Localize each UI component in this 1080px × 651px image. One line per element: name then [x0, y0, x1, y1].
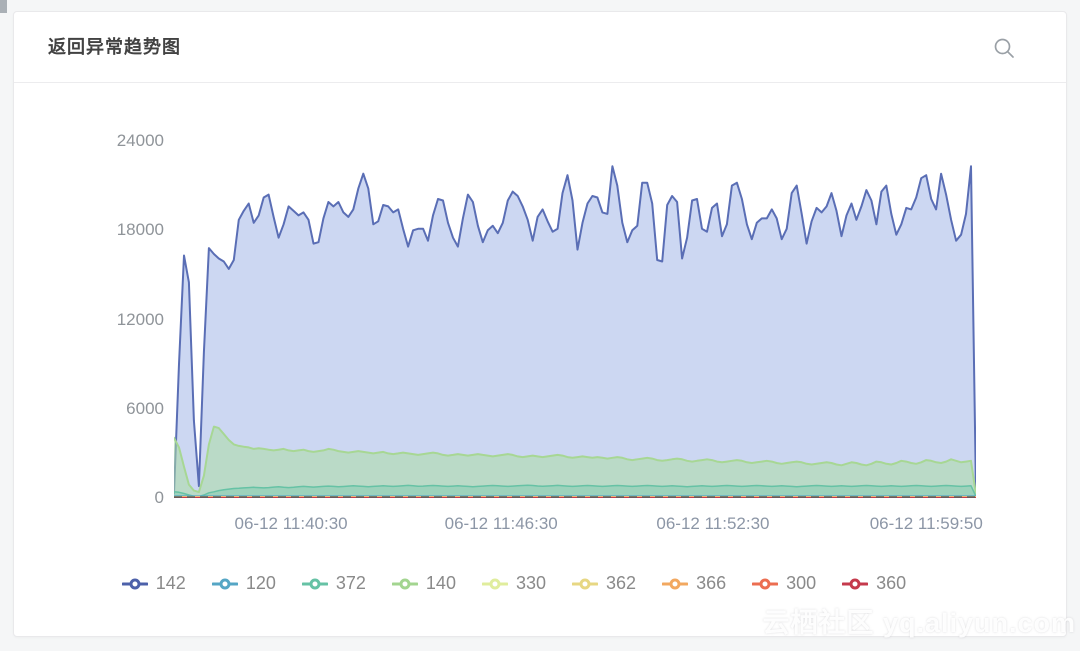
legend-marker-icon	[121, 578, 148, 589]
series-area-142	[174, 166, 976, 499]
series-line-372	[173, 484, 977, 498]
legend-marker-icon	[662, 578, 689, 589]
series-line-142	[173, 165, 977, 495]
x-tick-label: 06-12 11:59:50	[869, 514, 983, 533]
panel-title: 返回异常趋势图	[48, 37, 181, 57]
legend-item-330[interactable]: 330	[481, 573, 547, 594]
legend-label: 120	[245, 573, 276, 593]
legend-item-140[interactable]: 140	[391, 573, 456, 594]
chart-legend: 142 120 372 140 330 362 366 300 360	[94, 573, 934, 594]
legend-item-362[interactable]: 362	[572, 573, 636, 594]
y-tick-label: 0	[154, 488, 164, 507]
legend-marker-icon	[391, 578, 418, 589]
legend-marker-icon	[752, 578, 779, 589]
legend-marker-icon	[481, 578, 508, 589]
legend-item-360[interactable]: 360	[842, 573, 906, 594]
x-tick-label: 06-12 11:52:30	[656, 514, 770, 533]
screenshot-corner-artifact	[0, 0, 7, 13]
watermark: 云栖社区 yq.aliyun.com	[762, 608, 1076, 638]
legend-marker-icon	[842, 578, 869, 589]
legend-item-300[interactable]: 300	[752, 573, 816, 594]
legend-label: 330	[515, 573, 547, 593]
legend-label: 140	[425, 573, 456, 593]
legend-item-366[interactable]: 366	[662, 573, 726, 594]
chart-plot-area[interactable]	[173, 141, 977, 499]
series-area-372	[174, 485, 976, 498]
x-tick-label: 06-12 11:46:30	[444, 514, 558, 533]
panel-header: 返回异常趋势图	[14, 12, 1066, 83]
y-tick-label: 6000	[126, 398, 164, 418]
legend-item-372[interactable]: 372	[301, 573, 366, 594]
legend-label: 366	[696, 573, 727, 593]
legend-marker-icon	[301, 578, 328, 589]
legend-marker-icon	[211, 578, 238, 589]
legend-label: 362	[606, 573, 637, 593]
series-line-140	[173, 425, 977, 496]
legend-item-142[interactable]: 142	[121, 573, 186, 594]
legend-label: 360	[876, 573, 907, 593]
legend-label: 142	[155, 573, 186, 593]
trend-chart-panel: 返回异常趋势图 24000 18000 12000 6000 0 06-12 11:40…	[13, 11, 1067, 637]
search-icon[interactable]	[992, 36, 1016, 60]
y-tick-label: 12000	[116, 309, 164, 329]
x-tick-label: 06-12 11:40:30	[234, 514, 348, 533]
series-area-140	[174, 426, 976, 498]
y-tick-label: 24000	[116, 131, 164, 150]
legend-label: 300	[786, 573, 817, 593]
y-tick-label: 18000	[116, 220, 164, 240]
legend-item-120[interactable]: 120	[211, 573, 276, 594]
legend-marker-icon	[572, 578, 599, 589]
plot-svg	[173, 165, 977, 499]
legend-label: 372	[335, 573, 366, 593]
